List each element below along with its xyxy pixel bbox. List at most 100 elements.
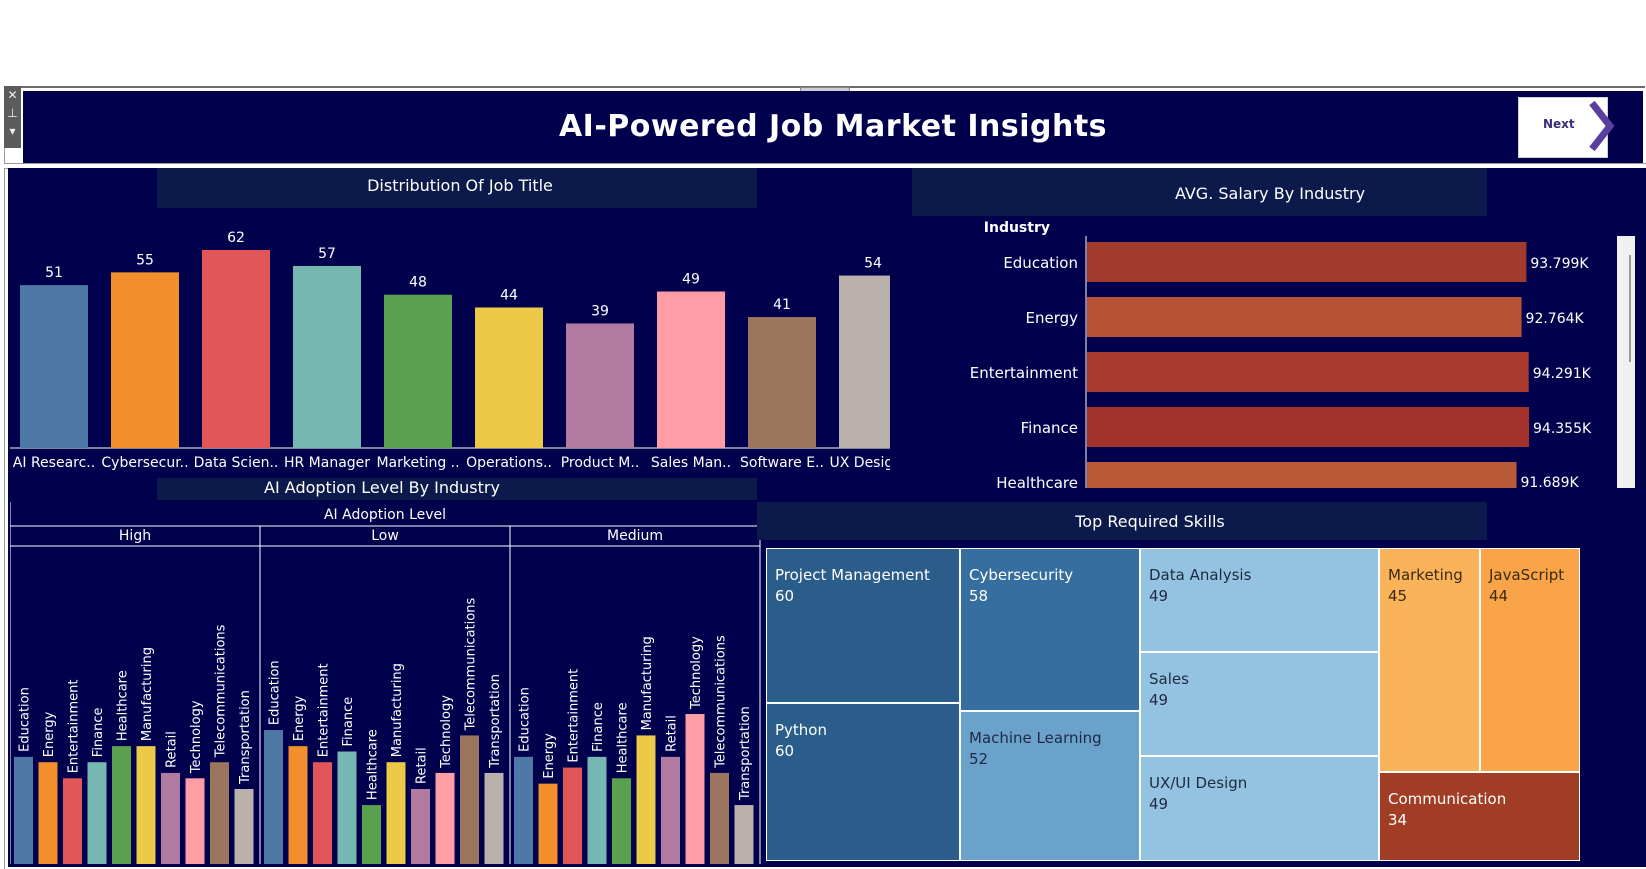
salary-bar-education [1087,242,1527,282]
adoption-bar-low-entertainment [313,762,332,864]
salary-bar-value: 94.355K [1533,421,1592,437]
job-bar-value: 39 [591,303,609,319]
treemap-cell-sales[interactable]: Sales 49 [1140,652,1379,756]
adoption-bar-medium-technology [685,714,705,864]
treemap-cell-python[interactable]: Python 60 [766,703,960,861]
treemap-cell-label: Data Analysis [1149,566,1252,584]
job-tick-label: Marketing .. [376,455,459,471]
adoption-bar-low-energy [288,746,308,864]
job-bar-value: 44 [500,287,518,303]
next-button-label: Next [1543,117,1575,131]
salary-bar-entertainment [1087,352,1529,392]
adoption-bar-medium-manufacturing [636,735,656,864]
adoption-category-label: Retail [165,731,180,768]
treemap-cell-value: 60 [775,587,795,605]
pin-icon[interactable]: ⊥ [7,106,18,120]
adoption-bar-low-telecommunications [460,735,479,864]
adoption-category-label: Technology [189,700,204,774]
adoption-category-label: Transportation [488,674,503,769]
job-title-panel-band [157,168,757,208]
adoption-category-label: Entertainment [67,679,82,773]
page-title: AI-Powered Job Market Insights [558,109,1108,144]
adoption-category-label: Education [518,687,533,752]
treemap-cell-label: JavaScript [1489,566,1565,584]
skills-treemap: Project Management 60 Python 60 Cybersecurit… [766,548,1580,861]
job-bar-ai-researc [20,285,88,448]
adoption-category-label: Healthcare [366,729,381,800]
adoption-bar-medium-education [514,756,533,864]
adoption-bar-high-telecommunications [210,762,229,864]
chevron-right-icon [1589,100,1615,152]
adoption-bar-high-entertainment [63,778,82,864]
job-bar-cybersecur [111,272,179,448]
treemap-cell-marketing[interactable]: Marketing 45 [1379,548,1480,772]
job-bar-operations [475,307,543,448]
treemap-cell-value: 34 [1388,811,1408,829]
adoption-category-label: Technology [689,636,704,710]
treemap-cell-value: 45 [1388,587,1408,605]
treemap-cell-label: Cybersecurity [969,566,1074,584]
adoption-bar-high-manufacturing [136,746,156,864]
job-tick-label: Data Scien.. [194,455,279,471]
adoption-category-label: Healthcare [116,670,131,741]
adoption-bar-medium-healthcare [612,778,631,864]
salary-panel-band [912,168,1487,216]
adoption-bar-medium-telecommunications [710,772,729,864]
treemap-cell-javascript[interactable]: JavaScript 44 [1480,548,1580,772]
scrollbar-thumb[interactable] [1629,255,1631,362]
adoption-category-label: Telecommunications [464,598,479,732]
adoption-bar-medium-transportation [734,805,754,864]
treemap-cell-label: Communication [1388,790,1507,808]
salary-scrollbar[interactable] [1617,236,1635,488]
adoption-category-label: Retail [415,747,430,784]
job-tick-label: Software E.. [740,455,824,471]
job-tick-label: HR Manager [284,455,370,471]
treemap-cell-value: 52 [969,750,989,768]
adoption-category-label: Manufacturing [140,647,155,741]
adoption-category-label: Finance [341,697,356,747]
salary-bar-value: 92.764K [1526,311,1585,327]
treemap-cell-ux-ui-design[interactable]: UX/UI Design 49 [1140,756,1379,861]
adoption-category-label: Technology [439,695,454,769]
job-tick-label: Cybersecur.. [101,455,188,471]
treemap-cell-cybersecurity[interactable]: Cybersecurity 58 [960,548,1140,711]
adoption-bar-high-technology [185,778,205,864]
job-bar-ux-designer [839,275,890,448]
caret-down-icon[interactable]: ▾ [9,124,16,138]
adoption-category-label: Finance [91,707,106,757]
job-bar-marketing [384,294,452,448]
treemap-cell-value: 49 [1149,691,1169,709]
job-bar-sales-man [657,291,725,448]
treemap-cell-data-analysis[interactable]: Data Analysis 49 [1140,548,1379,652]
treemap-cell-machine-learning[interactable]: Machine Learning 52 [960,711,1140,861]
adoption-category-label: Energy [42,711,57,757]
adoption-category-label: Manufacturing [640,636,655,730]
job-bar-value: 49 [682,272,700,288]
treemap-cell-label: Project Management [775,566,930,584]
job-tick-label: AI Researc.. [13,455,95,471]
adoption-bar-high-energy [38,762,58,864]
salary-bar-healthcare [1087,462,1517,488]
job-bar-value: 51 [45,265,63,281]
job-tick-label: UX Designer [830,455,891,471]
skills-panel-band [757,502,1487,540]
adoption-bar-high-retail [161,772,180,864]
treemap-cell-project-management[interactable]: Project Management 60 [766,548,960,703]
adoption-bar-high-healthcare [112,746,131,864]
adoption-bar-low-finance [337,751,357,864]
salary-category-label: Healthcare [996,474,1078,488]
job-bar-value: 57 [318,246,336,262]
adoption-bar-medium-energy [538,783,558,864]
treemap-cell-communication[interactable]: Communication 34 [1379,772,1580,861]
treemap-cell-label: Marketing [1388,566,1463,584]
close-icon[interactable]: ✕ [7,88,18,102]
salary-panel-title: AVG. Salary By Industry [1174,184,1366,203]
job-tick-label: Sales Man.. [651,455,731,471]
treemap-cell-value: 58 [969,587,989,605]
adoption-category-label: Telecommunications [714,635,729,769]
adoption-category-label: Manufacturing [390,663,405,757]
adoption-category-label: Energy [542,733,557,779]
adoption-category-label: Entertainment [317,663,332,757]
toolbar-strip: ✕ ⊥ ▾ [4,86,21,148]
adoption-group-label: Medium [607,528,663,544]
